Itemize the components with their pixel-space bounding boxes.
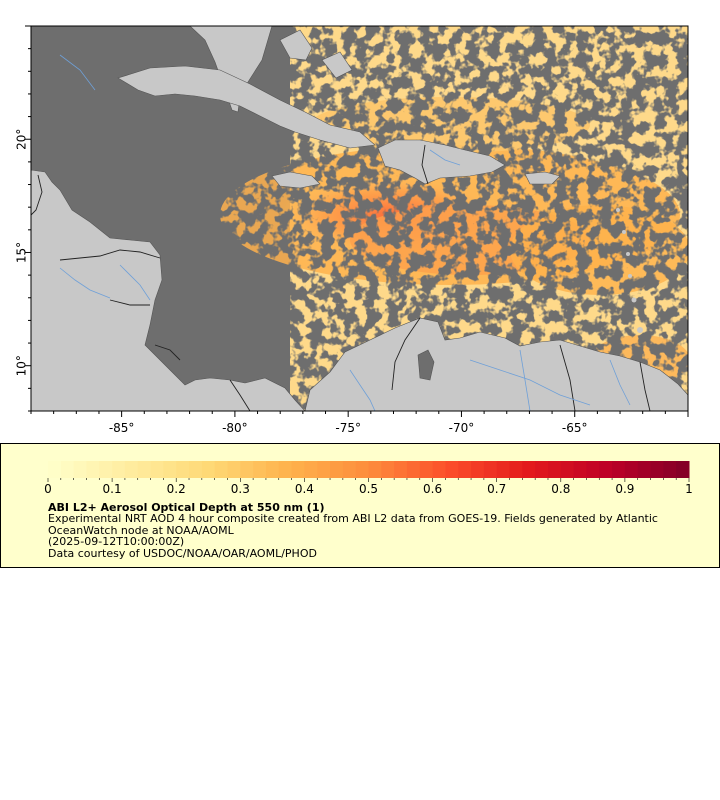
- colorbar-cell: [599, 461, 613, 478]
- y-tick-label: 10°: [15, 355, 29, 376]
- colorbar-cell: [663, 461, 677, 478]
- colorbar-cell: [60, 461, 75, 478]
- colorbar-cell: [137, 461, 152, 478]
- colorbar-cell: [330, 461, 344, 478]
- colorbar-tick-label: 0.4: [295, 482, 314, 496]
- colorbar-cell: [253, 461, 267, 478]
- colorbar-cell: [176, 461, 190, 478]
- colorbar-cell: [496, 461, 511, 478]
- y-tick-label: 15°: [15, 242, 29, 263]
- colorbar-cell: [214, 461, 228, 478]
- colorbar-cell: [317, 461, 331, 478]
- colorbar-cell: [445, 461, 459, 478]
- jamaica: [271, 171, 321, 189]
- colorbar-cell: [304, 461, 318, 478]
- colorbar-tick-label: 0.7: [487, 482, 506, 496]
- aod-field: [220, 26, 688, 411]
- colorbar-cell: [278, 461, 293, 478]
- colorbar-cell: [650, 461, 664, 478]
- colorbar-cell: [483, 461, 498, 478]
- colorbar-cell: [458, 461, 472, 478]
- colorbar-cell: [573, 461, 587, 478]
- colorbar-cell: [471, 461, 485, 478]
- colorbar-cell: [406, 461, 421, 478]
- hispaniola: [377, 139, 506, 185]
- colorbar-tick-label: 1: [685, 482, 693, 496]
- x-tick-label: -70°: [449, 421, 475, 435]
- rivers: [59, 54, 631, 411]
- colorbar-cell: [509, 461, 523, 478]
- colorbar-tick-label: 0.8: [551, 482, 570, 496]
- colorbar-cell: [201, 461, 216, 478]
- colorbar-tick-label: 0.2: [167, 482, 186, 496]
- colorbar-cell: [112, 461, 126, 478]
- map-frame: [30, 25, 689, 412]
- country-borders: [31, 144, 651, 411]
- colorbar-cell: [265, 461, 280, 478]
- colorbar-cell: [637, 461, 652, 478]
- land-masses: [31, 26, 688, 411]
- colorbar-cell: [368, 461, 382, 478]
- legend-title: ABI L2+ Aerosol Optical Depth at 550 nm …: [48, 501, 325, 514]
- y-tick-label: 20°: [15, 129, 29, 150]
- lesser-antilles: [616, 208, 643, 333]
- longitude-axis: -85° -80° -75° -70° -65°: [30, 411, 689, 435]
- colorbar-cell: [86, 461, 100, 478]
- colorbar-cell: [227, 461, 241, 478]
- colorbar-cell: [676, 461, 690, 478]
- x-tick-label: -75°: [335, 421, 361, 435]
- colorbar-cell: [163, 461, 177, 478]
- bahamas: [279, 29, 353, 79]
- colorbar-tick-label: 0.9: [615, 482, 634, 496]
- colorbar-cell: [124, 461, 139, 478]
- x-tick-label: -80°: [222, 421, 248, 435]
- legend-panel: 0 0.1 0.2 0.3 0.4 0.5 0.6 0.7 0.8 0.9 1 ABI L2+ Ae…: [0, 443, 720, 568]
- colorbar-cell: [291, 461, 305, 478]
- colorbar-cell: [99, 461, 113, 478]
- colorbar-cell: [240, 461, 254, 478]
- colorbar-cell: [560, 461, 575, 478]
- colorbar-cell: [381, 461, 395, 478]
- colorbar-tick-label: 0: [44, 482, 52, 496]
- colorbar-cells: [48, 461, 690, 478]
- florida: [31, 26, 273, 113]
- legend-description: Experimental NRT AOD 4 hour composite cr…: [48, 512, 658, 537]
- x-tick-label: -85°: [109, 421, 135, 435]
- colorbar: 0 0.1 0.2 0.3 0.4 0.5 0.6 0.7 0.8 0.9 1: [44, 461, 693, 496]
- colorbar-cell: [432, 461, 446, 478]
- colorbar-tick-label: 0.5: [359, 482, 378, 496]
- lake-maracaibo: [417, 349, 435, 381]
- colorbar-cell: [624, 461, 639, 478]
- colorbar-cell: [586, 461, 600, 478]
- colorbar-tick-label: 0.6: [423, 482, 442, 496]
- colorbar-cell: [612, 461, 626, 478]
- colorbar-cell: [355, 461, 369, 478]
- colorbar-cell: [547, 461, 562, 478]
- cuba: [117, 65, 376, 149]
- colorbar-cell: [419, 461, 434, 478]
- colorbar-cell: [342, 461, 357, 478]
- aod-map: -85° -80° -75° -70° -65° 20° 15° 10°: [15, 25, 689, 435]
- colorbar-cell: [394, 461, 408, 478]
- colorbar-cell: [535, 461, 549, 478]
- colorbar-cell: [48, 461, 62, 478]
- colorbar-cell: [73, 461, 87, 478]
- colorbar-ticks: 0 0.1 0.2 0.3 0.4 0.5 0.6 0.7 0.8 0.9 1: [44, 478, 693, 496]
- colorbar-cell: [522, 461, 536, 478]
- x-tick-label: -65°: [562, 421, 588, 435]
- latitude-axis: 20° 15° 10°: [15, 25, 31, 412]
- colorbar-tick-label: 0.1: [103, 482, 122, 496]
- colorbar-cell: [150, 461, 164, 478]
- puerto-rico: [524, 171, 561, 185]
- south-america: [304, 317, 688, 411]
- central-america: [31, 169, 306, 411]
- legend-credit: Data courtesy of USDOC/NOAA/OAR/AOML/PHO…: [48, 547, 317, 560]
- colorbar-tick-label: 0.3: [231, 482, 250, 496]
- legend-time: (2025-09-12T10:00:00Z): [48, 535, 185, 548]
- colorbar-cell: [189, 461, 203, 478]
